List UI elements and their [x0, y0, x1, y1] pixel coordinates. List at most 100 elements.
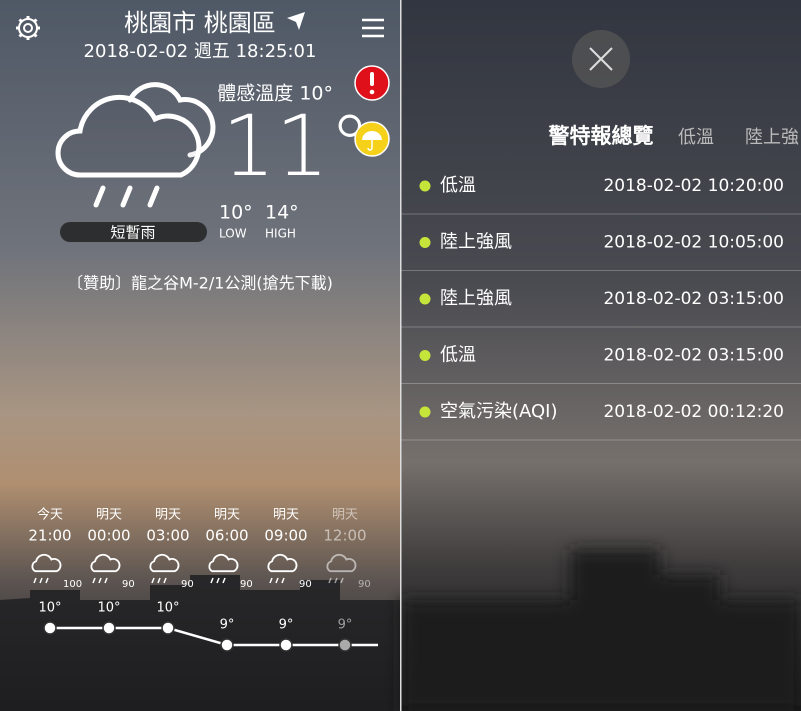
- low-label: LOW: [219, 227, 247, 241]
- temp-high: 14°: [265, 202, 299, 224]
- rain-drop: [281, 577, 285, 584]
- hourly-rain: 90: [358, 579, 371, 590]
- menu-icon[interactable]: [362, 18, 384, 38]
- temp-point: [43, 621, 57, 635]
- hourly-day: 今天: [37, 507, 63, 523]
- hourly-rain: 100: [63, 579, 82, 590]
- alert-dot: [419, 350, 431, 361]
- hourly-temp: 10°: [97, 601, 120, 616]
- temperature: 11°: [222, 97, 371, 195]
- hourly-rain: 90: [240, 579, 253, 590]
- hourly-rain: 90: [122, 579, 135, 590]
- blurred-skyline: [401, 550, 801, 711]
- alert-name: 低溫: [440, 175, 476, 196]
- rain-drop: [216, 577, 220, 584]
- rain-drop: [45, 577, 49, 584]
- alert-list: 低溫 2018-02-02 10:20:00 陸上強風 2018-02-02 10:0…: [401, 175, 801, 441]
- alert-dot: [419, 237, 431, 248]
- alert-name: 陸上強風: [440, 232, 512, 253]
- location-arrow: [287, 12, 305, 30]
- rain-drop: [328, 577, 332, 584]
- rain-drop: [163, 577, 167, 584]
- rain-drop: [104, 577, 108, 584]
- temp-point: [102, 621, 116, 635]
- alert-row[interactable]: 低溫 2018-02-02 03:15:00: [401, 345, 801, 384]
- rain-drop: [334, 577, 338, 584]
- rain-drop: [151, 577, 155, 584]
- settings-icon[interactable]: [16, 16, 40, 40]
- hourly-temp: 9°: [279, 618, 294, 633]
- rain-drop: [33, 577, 37, 584]
- hourly-day: 明天: [332, 508, 358, 523]
- temp-point: [338, 638, 352, 652]
- hourly-rain: 90: [299, 579, 312, 590]
- rain-drop: [157, 577, 161, 584]
- alert-row[interactable]: 低溫 2018-02-02 10:20:00: [401, 175, 801, 215]
- hourly-temp: 10°: [156, 601, 179, 616]
- rain-drop: [269, 577, 273, 584]
- hourly-day: 明天: [155, 508, 181, 523]
- alert-row[interactable]: 陸上強風 2018-02-02 10:05:00: [401, 232, 801, 271]
- umbrella-button[interactable]: [354, 121, 390, 157]
- alert-name: 低溫: [440, 345, 476, 366]
- hourly-item: 明天 12:00 90 9°: [323, 508, 370, 633]
- high-label: HIGH: [265, 227, 296, 241]
- alert-time: 2018-02-02 10:20:00: [603, 176, 784, 196]
- condition-pill: [60, 222, 207, 242]
- weather-icon: [55, 82, 216, 208]
- hourly-temp: 9°: [338, 618, 353, 633]
- hourly-day: 明天: [214, 508, 240, 523]
- temp-point: [220, 638, 234, 652]
- hourly-day: 明天: [96, 508, 122, 523]
- divider: [400, 0, 402, 711]
- rain-drop: [222, 577, 226, 584]
- hourly-item: 明天 06:00 90 9°: [205, 508, 252, 633]
- hourly-time: 03:00: [146, 527, 189, 545]
- hourly-forecast: 今天21:0010010°明天00:009010°明天03:009010°明天0…: [28, 507, 378, 652]
- temp-point: [279, 638, 293, 652]
- feels-like: 體感溫度 10°: [217, 83, 333, 105]
- hourly-day: 明天: [273, 508, 299, 523]
- hourly-time: 12:00: [323, 527, 366, 545]
- alert-time: 2018-02-02 10:05:00: [603, 233, 784, 253]
- hourly-temp: 9°: [220, 618, 235, 633]
- rain-drop: [210, 577, 214, 584]
- hourly-time: 00:00: [87, 527, 130, 545]
- temp-low: 10°: [219, 202, 253, 224]
- alert-name: 空氣污染(AQI): [440, 401, 558, 422]
- alert-name: 陸上強風: [440, 288, 512, 309]
- hourly-time: 21:00: [28, 527, 71, 545]
- alert-row[interactable]: 陸上強風 2018-02-02 03:15:00: [401, 288, 801, 328]
- skyline: [0, 575, 400, 711]
- rain-drop: [39, 577, 43, 584]
- alert-time: 2018-02-02 00:12:20: [603, 402, 784, 422]
- alert-tabs: 低溫 陸上強: [678, 127, 799, 148]
- location[interactable]: 桃園市 桃園區: [124, 9, 276, 37]
- close-button[interactable]: [572, 30, 630, 88]
- sponsor-link[interactable]: 〔贊助〕龍之谷M-2/1公測(搶先下載): [67, 274, 333, 293]
- hourly-time: 06:00: [205, 527, 248, 545]
- hourly-time: 09:00: [264, 527, 307, 545]
- hourly-rain: 90: [181, 579, 194, 590]
- alert-tab[interactable]: 陸上強: [745, 127, 799, 148]
- hourly-item: 明天 09:00 90 9°: [264, 508, 311, 633]
- alert-dot: [419, 406, 431, 418]
- alert-time: 2018-02-02 03:15:00: [603, 346, 784, 366]
- rain-drop: [98, 577, 102, 584]
- alert-button[interactable]: [354, 65, 390, 101]
- alert-dot: [419, 293, 431, 305]
- alerts-title: 警特報總覽: [548, 124, 654, 148]
- condition: 短暫雨: [110, 224, 155, 242]
- rain-drop: [92, 577, 96, 584]
- alert-time: 2018-02-02 03:15:00: [603, 289, 784, 309]
- rain-drop: [340, 577, 344, 584]
- datetime: 2018-02-02 週五 18:25:01: [84, 41, 317, 62]
- hourly-temp: 10°: [38, 601, 61, 616]
- temp-point: [161, 621, 175, 635]
- alert-tab[interactable]: 低溫: [678, 127, 714, 148]
- alert-row[interactable]: 空氣污染(AQI) 2018-02-02 00:12:20: [401, 401, 801, 441]
